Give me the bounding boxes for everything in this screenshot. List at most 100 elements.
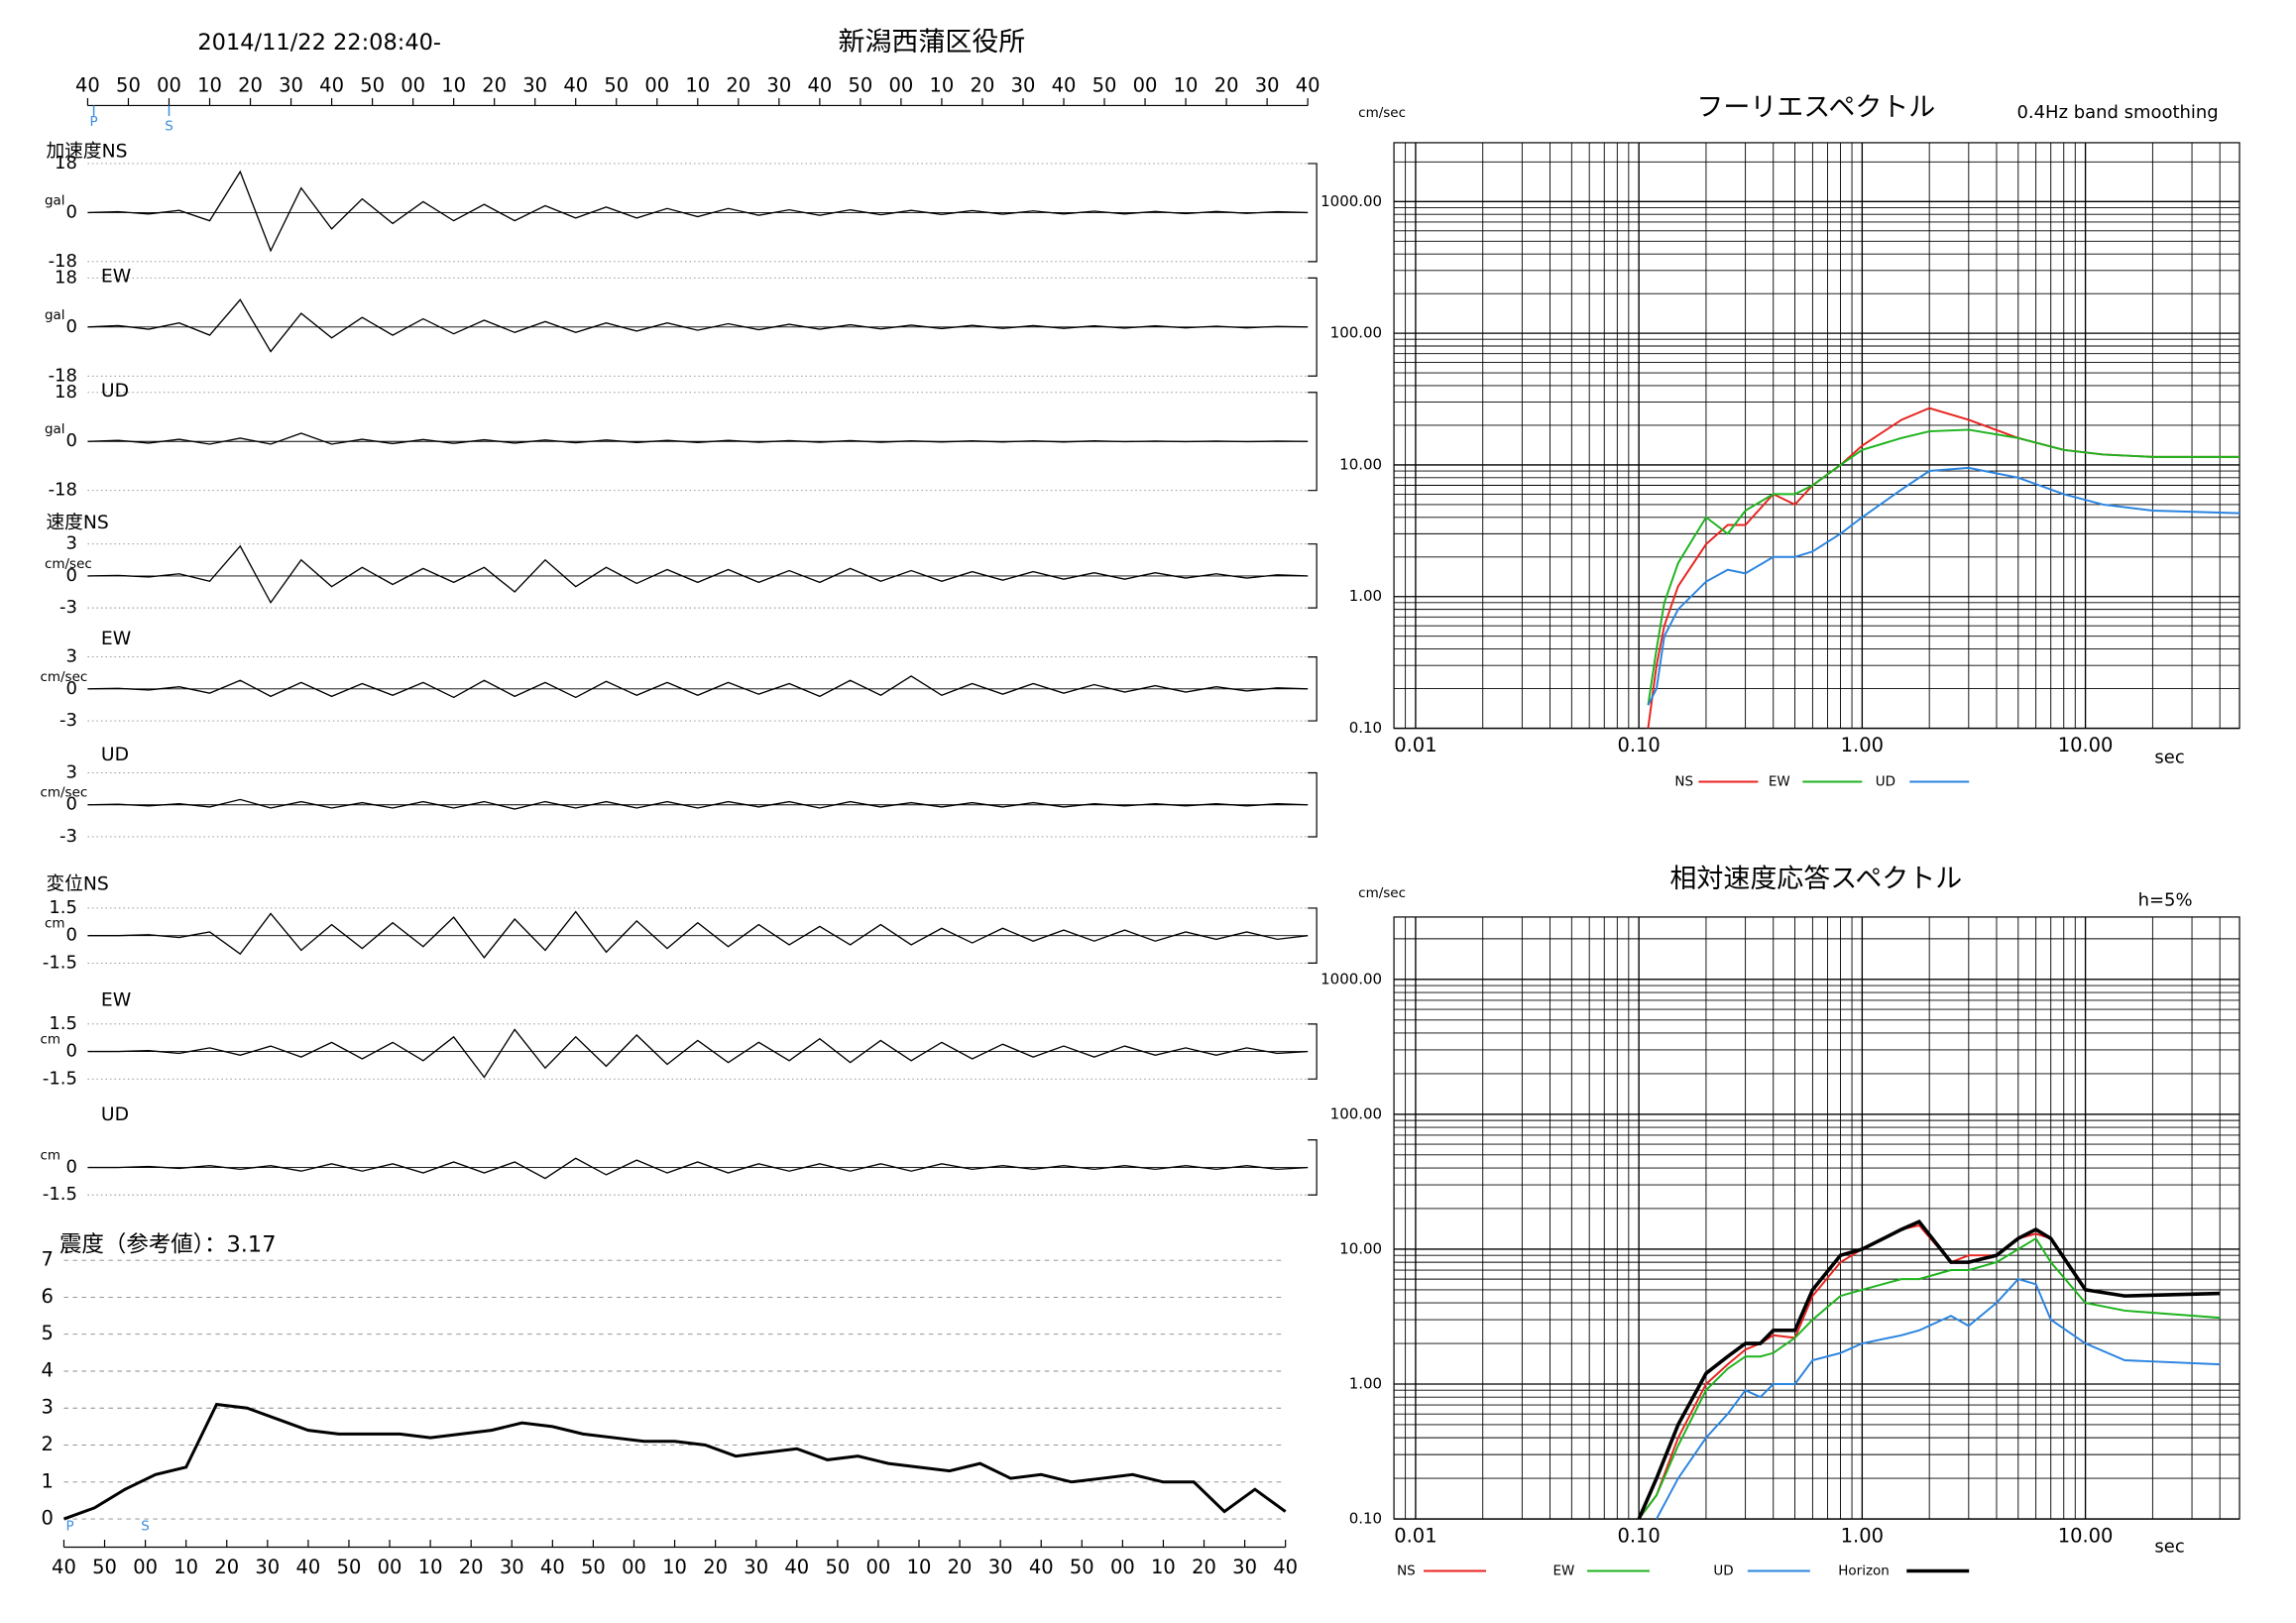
unit-label: cm [45, 916, 65, 932]
y-tick-label: 18 [55, 153, 77, 174]
unit-label: cm/sec [40, 669, 87, 685]
y-tick-label: 100.00 [1330, 1104, 1382, 1122]
x-tick-label: 20 [971, 73, 995, 96]
fourier-y-label: cm/sec [1358, 105, 1406, 121]
response-x-label: sec [2154, 1537, 2184, 1558]
spectrum-line [1638, 1236, 2221, 1520]
y-tick-label: 0 [66, 1157, 77, 1178]
y-tick-label: -3 [59, 826, 77, 847]
x-tick-label: 40 [784, 1556, 809, 1578]
unit-label: cm [40, 1032, 60, 1048]
x-tick-label: 20 [459, 1556, 484, 1578]
x-tick-label: 30 [279, 73, 303, 96]
legend-label: NS [1397, 1564, 1416, 1579]
x-tick-label: 30 [766, 73, 791, 96]
x-tick-label: 40 [563, 73, 588, 96]
x-tick-label: 50 [360, 73, 385, 96]
intensity-line [62, 1402, 1287, 1521]
x-tick-label: 10 [197, 73, 222, 96]
x-tick-label: 00 [622, 1556, 646, 1578]
x-tick-label: 50 [337, 1556, 362, 1578]
x-tick-label: 10 [907, 1556, 932, 1578]
x-tick-label: 10 [173, 1556, 198, 1578]
y-tick-label: -1.5 [43, 952, 77, 973]
x-tick-label: 10 [1151, 1556, 1176, 1578]
y-tick-label: 1000.00 [1320, 970, 1382, 987]
fourier-x-label: sec [2154, 748, 2184, 768]
x-tick-label: 1.00 [1841, 734, 1884, 756]
spectrum-line [1637, 1218, 2221, 1520]
x-tick-label: 30 [1011, 73, 1036, 96]
y-tick-label: 7 [42, 1248, 54, 1271]
y-tick-label: 1000.00 [1320, 192, 1382, 210]
record-time: 2014/11/22 22:08:40- [197, 30, 441, 56]
y-tick-label: 0 [66, 565, 77, 586]
panel-label: EW [101, 266, 131, 287]
y-tick-label: -3 [59, 597, 77, 618]
response-subtitle: h=5% [2138, 889, 2193, 910]
plot-frame [1393, 916, 2240, 1520]
panel-bracket [1308, 656, 1318, 722]
x-tick-label: 20 [482, 73, 507, 96]
y-tick-label: 0 [66, 794, 77, 815]
x-tick-label: 10.00 [2058, 734, 2114, 756]
phase-label: S [165, 118, 173, 134]
panel-bracket [1308, 277, 1318, 377]
x-tick-label: 50 [1070, 1556, 1094, 1578]
x-tick-label: 40 [807, 73, 832, 96]
panel-bracket [1308, 907, 1318, 965]
fourier-subtitle: 0.4Hz band smoothing [2016, 102, 2218, 123]
x-tick-label: 10 [930, 73, 955, 96]
panel-label: UD [101, 1104, 129, 1125]
y-tick-label: -1.5 [43, 1068, 77, 1089]
x-tick-label: 20 [238, 73, 263, 96]
x-tick-label: 00 [889, 73, 914, 96]
x-tick-label: 00 [401, 73, 425, 96]
x-tick-label: 00 [1110, 1556, 1135, 1578]
phase-label: P [90, 114, 98, 130]
x-tick-label: 0.10 [1617, 734, 1660, 756]
x-tick-label: 10 [685, 73, 710, 96]
x-tick-label: 10 [662, 1556, 687, 1578]
panel-bracket [1308, 1023, 1318, 1080]
y-tick-label: 5 [42, 1322, 54, 1344]
y-tick-label: 1.5 [49, 1013, 77, 1034]
x-tick-label: 50 [581, 1556, 606, 1578]
unit-label: gal [45, 307, 65, 323]
panel-label: UD [101, 381, 129, 402]
y-tick-label: -1.5 [43, 1184, 77, 1205]
x-tick-label: 40 [296, 1556, 321, 1578]
y-tick-label: 1.00 [1349, 1374, 1382, 1392]
x-tick-label: 00 [866, 1556, 891, 1578]
x-tick-label: 30 [988, 1556, 1013, 1578]
y-tick-label: 1.00 [1349, 587, 1382, 605]
x-tick-label: 30 [500, 1556, 524, 1578]
x-tick-label: 40 [319, 73, 344, 96]
y-tick-label: 10.00 [1339, 455, 1382, 473]
x-tick-label: 20 [726, 73, 750, 96]
legend-label: EW [1552, 1564, 1574, 1579]
y-tick-label: 0 [66, 316, 77, 337]
x-tick-label: 30 [1232, 1556, 1257, 1578]
legend-label: NS [1674, 774, 1693, 790]
x-tick-label: 40 [1296, 73, 1320, 96]
y-tick-label: -18 [49, 365, 77, 386]
y-tick-label: 1.5 [49, 897, 77, 918]
response-title: 相対速度応答スペクトル [1669, 864, 1962, 894]
waveform [87, 1028, 1309, 1079]
x-tick-label: 20 [948, 1556, 973, 1578]
y-tick-label: 3 [42, 1396, 54, 1419]
y-tick-label: -18 [49, 251, 77, 272]
unit-label: cm/sec [45, 556, 92, 572]
y-tick-label: 0 [66, 430, 77, 451]
x-tick-label: 50 [1092, 73, 1117, 96]
legend-label: Horizon [1838, 1564, 1890, 1579]
x-tick-label: 30 [744, 1556, 768, 1578]
unit-label: gal [45, 192, 65, 208]
x-tick-label: 20 [1214, 73, 1239, 96]
phase-label: P [66, 1519, 74, 1535]
y-tick-label: 0 [66, 1041, 77, 1062]
x-tick-label: 40 [1029, 1556, 1054, 1578]
unit-label: cm/sec [40, 785, 87, 801]
